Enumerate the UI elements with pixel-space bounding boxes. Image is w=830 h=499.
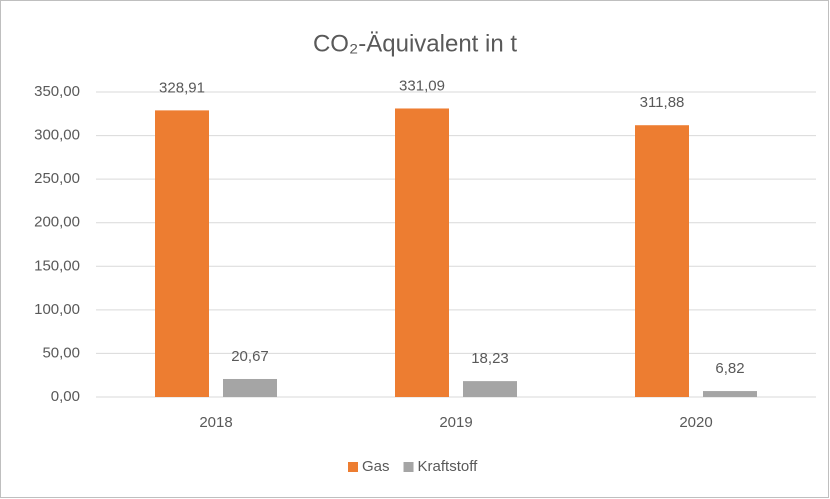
x-tick-label: 2018: [199, 414, 232, 431]
x-tick-label: 2020: [679, 414, 712, 431]
y-tick-label: 300,00: [34, 127, 80, 144]
data-label: 331,09: [399, 77, 445, 94]
y-tick-label: 100,00: [34, 301, 80, 318]
data-label: 6,82: [715, 360, 744, 377]
y-tick-label: 50,00: [42, 344, 80, 361]
bar: [395, 108, 449, 398]
x-tick-label: 2019: [439, 414, 472, 431]
legend-label: Gas: [362, 458, 390, 475]
legend-label: Kraftstoff: [418, 458, 479, 475]
data-label: 18,23: [471, 350, 509, 367]
bar: [703, 391, 757, 397]
chart-title: CO₂-Äquivalent in t: [313, 30, 517, 57]
bar: [635, 125, 689, 397]
y-tick-label: 0,00: [51, 388, 80, 405]
y-tick-label: 150,00: [34, 257, 80, 274]
data-label: 311,88: [640, 94, 685, 111]
legend-swatch: [348, 462, 358, 472]
bar: [155, 110, 209, 398]
data-label: 328,91: [159, 79, 205, 96]
bar: [223, 378, 277, 397]
bar: [463, 381, 517, 397]
legend-swatch: [403, 462, 414, 472]
y-tick-label: 350,00: [34, 83, 80, 100]
data-label: 20,67: [231, 348, 269, 365]
y-tick-label: 250,00: [34, 170, 80, 187]
y-tick-label: 200,00: [34, 214, 80, 231]
